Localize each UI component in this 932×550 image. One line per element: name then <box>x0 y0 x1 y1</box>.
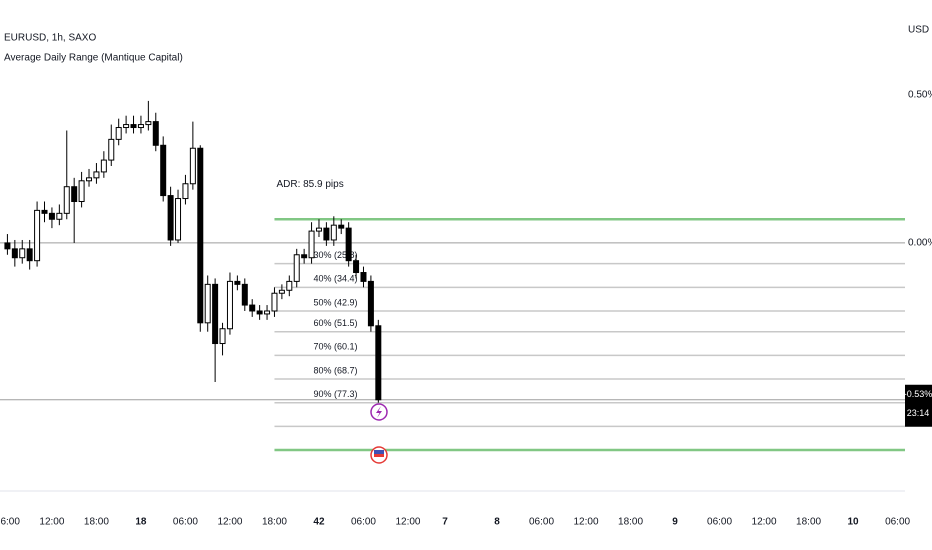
candle-body <box>93 171 100 179</box>
candle-body <box>286 280 293 291</box>
candle-body <box>293 254 300 282</box>
candle-body <box>301 254 308 259</box>
candle-body <box>241 283 248 306</box>
candle-body <box>41 209 48 214</box>
chart-title: EURUSD, 1h, SAXO <box>4 33 96 44</box>
adr-level-label: 90% (77.3) <box>313 389 357 399</box>
adr-label: ADR: 85.9 pips <box>276 179 343 190</box>
x-tick-label: 06:00 <box>529 517 554 528</box>
x-tick-label: 12:00 <box>39 517 64 528</box>
candle-body <box>48 212 55 220</box>
candle-body <box>360 272 367 282</box>
adr-level-label: 60% (51.5) <box>313 318 357 328</box>
candle-body <box>145 121 152 126</box>
candle-body <box>212 283 219 345</box>
candle-body <box>189 147 196 185</box>
candle-body <box>137 124 144 129</box>
candle-body <box>226 280 233 330</box>
candle-body <box>4 242 11 250</box>
candle-body <box>160 144 167 197</box>
candle-body <box>108 138 115 161</box>
y-tick-label: 0.00% <box>908 238 932 249</box>
candle-body <box>249 304 256 312</box>
flag-stripe <box>374 454 384 457</box>
candle-body <box>182 183 189 200</box>
candle-body <box>256 310 263 315</box>
x-tick-label: 12:00 <box>752 517 777 528</box>
x-tick-label: 06:00 <box>351 517 376 528</box>
candle-body <box>123 124 130 129</box>
candle-body <box>71 186 78 203</box>
countdown-label: 23:14 <box>907 408 930 418</box>
candle-body <box>86 177 93 182</box>
candle-body <box>219 328 226 345</box>
candle-body <box>19 248 26 259</box>
candle-body <box>308 230 315 259</box>
candle-body <box>130 124 137 129</box>
x-tick-label: 18 <box>135 517 147 528</box>
x-tick-label: 06:00 <box>707 517 732 528</box>
adr-level-label: 70% (60.1) <box>313 342 357 352</box>
candle-body <box>115 127 122 140</box>
candle-body <box>204 283 211 324</box>
x-tick-label: 12:00 <box>217 517 242 528</box>
x-tick-label: 18:00 <box>262 517 287 528</box>
y-unit: USD <box>908 25 929 36</box>
x-tick-label: 12:00 <box>574 517 599 528</box>
x-tick-label: 06:00 <box>885 517 910 528</box>
candle-body <box>175 198 182 241</box>
x-tick-label: 8 <box>494 517 500 528</box>
candle-body <box>264 310 271 315</box>
adr-level-label: 50% (42.9) <box>313 297 357 307</box>
price-label: -0.53% <box>904 389 932 399</box>
candle-body <box>34 209 41 262</box>
x-tick-label: 06:00 <box>173 517 198 528</box>
candle-body <box>353 260 360 274</box>
candle-body <box>26 248 33 262</box>
candle-body <box>375 325 382 401</box>
candle-body <box>367 280 374 327</box>
candle-body <box>271 292 278 312</box>
indicator-name: Average Daily Range (Mantique Capital) <box>4 53 183 64</box>
candle-body <box>345 227 352 262</box>
adr-level-label: 40% (34.4) <box>313 274 357 284</box>
candle-body <box>330 224 337 241</box>
x-tick-label: 9 <box>672 517 678 528</box>
x-tick-label: 42 <box>313 517 325 528</box>
candle-body <box>315 227 322 232</box>
x-tick-label: 12:00 <box>395 517 420 528</box>
y-tick-label: 0.50% <box>908 90 932 101</box>
candle-body <box>278 289 285 294</box>
candle-body <box>56 212 63 220</box>
candle-body <box>152 121 159 146</box>
flag <box>374 450 384 457</box>
candle-body <box>100 159 107 173</box>
candle-body <box>323 227 330 241</box>
adr-level-label: 80% (68.7) <box>313 365 357 375</box>
x-tick-label: 10 <box>848 517 860 528</box>
candle-body <box>63 186 70 214</box>
candle-body <box>234 280 241 285</box>
candle-body <box>167 195 174 241</box>
candle-body <box>78 180 85 203</box>
candle-body <box>197 147 204 324</box>
lightning <box>376 406 382 418</box>
candle-body <box>11 248 18 259</box>
x-tick-label: 18:00 <box>618 517 643 528</box>
x-tick-label: 18:00 <box>84 517 109 528</box>
x-tick-label: 06:00 <box>0 517 20 528</box>
adr-level-label: 30% (25.8) <box>313 250 357 260</box>
x-tick-label: 18:00 <box>796 517 821 528</box>
price-box <box>905 384 932 427</box>
candle-body <box>338 224 345 229</box>
event-icons <box>370 403 388 464</box>
x-tick-label: 7 <box>442 517 448 528</box>
